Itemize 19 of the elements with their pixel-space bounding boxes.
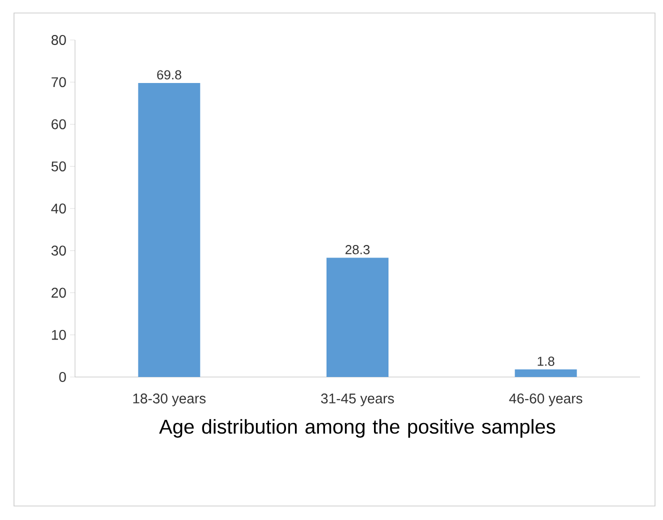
bar <box>138 82 200 377</box>
data-label: 69.8 <box>157 70 182 80</box>
y-tick-label: 50 <box>51 161 66 172</box>
y-tick-label: 40 <box>51 204 66 214</box>
y-tick-label: 0 <box>59 372 66 382</box>
data-label: 1.8 <box>538 356 554 366</box>
x-axis-title: Age distribution among the positive samples <box>159 419 556 438</box>
bar <box>514 369 577 377</box>
data-label: 28.3 <box>346 245 370 254</box>
y-tick-label: 10 <box>52 330 66 340</box>
y-tick-label: 80 <box>52 35 66 45</box>
y-tick-label: 70 <box>52 77 66 88</box>
x-tick-label: 46-60 years <box>509 394 582 406</box>
y-tick-label: 60 <box>52 119 66 130</box>
y-tick-label: 30 <box>51 246 66 256</box>
bar <box>326 258 389 377</box>
x-tick-label: 18-30 years <box>133 394 206 406</box>
y-tick-label: 20 <box>52 288 66 298</box>
x-tick-label: 31-45 years <box>321 394 394 406</box>
